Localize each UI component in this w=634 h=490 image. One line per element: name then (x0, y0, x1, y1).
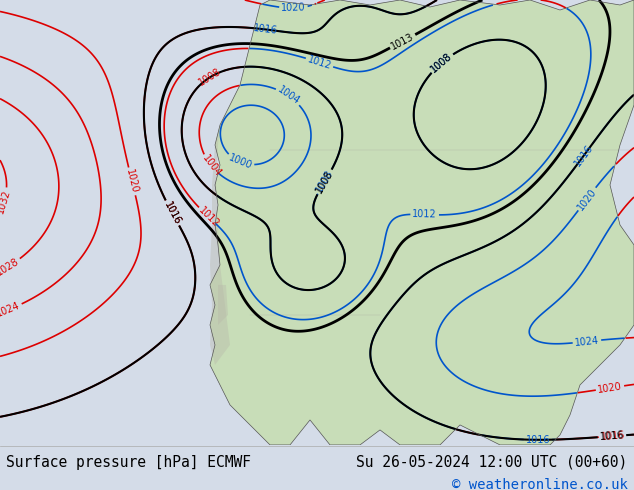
Text: 1008: 1008 (429, 51, 454, 74)
Text: 1000: 1000 (227, 153, 254, 172)
Text: 1032: 1032 (0, 188, 12, 215)
Text: 1008: 1008 (197, 67, 223, 88)
Text: 1012: 1012 (306, 54, 333, 71)
Text: 1024: 1024 (574, 335, 600, 348)
Text: 1012: 1012 (412, 209, 437, 220)
Text: 1008: 1008 (429, 51, 454, 74)
Text: 1020: 1020 (576, 186, 598, 212)
Text: 1020: 1020 (281, 3, 306, 13)
Text: 1028: 1028 (0, 256, 21, 277)
Text: 1016: 1016 (162, 200, 183, 226)
Text: 1016: 1016 (162, 200, 183, 226)
Text: 1008: 1008 (314, 169, 335, 195)
Text: 1024: 1024 (0, 300, 22, 319)
Text: 1020: 1020 (597, 381, 623, 395)
Polygon shape (210, 125, 230, 365)
Text: 1004: 1004 (276, 85, 301, 107)
Text: 1004: 1004 (200, 153, 223, 179)
Polygon shape (210, 0, 634, 445)
Text: 1013: 1013 (389, 31, 416, 51)
Text: Surface pressure [hPa] ECMWF: Surface pressure [hPa] ECMWF (6, 455, 251, 469)
Text: 1016: 1016 (599, 430, 624, 442)
Text: 1016: 1016 (600, 430, 626, 442)
Text: 1020: 1020 (124, 168, 139, 195)
Text: 1016: 1016 (253, 23, 278, 36)
Text: © weatheronline.co.uk: © weatheronline.co.uk (452, 478, 628, 490)
Text: 1012: 1012 (197, 205, 221, 230)
Text: 1016: 1016 (526, 435, 550, 445)
Text: 1016: 1016 (573, 143, 595, 168)
Polygon shape (218, 285, 228, 325)
Text: 1008: 1008 (314, 168, 335, 195)
Text: Su 26-05-2024 12:00 UTC (00+60): Su 26-05-2024 12:00 UTC (00+60) (356, 455, 628, 469)
